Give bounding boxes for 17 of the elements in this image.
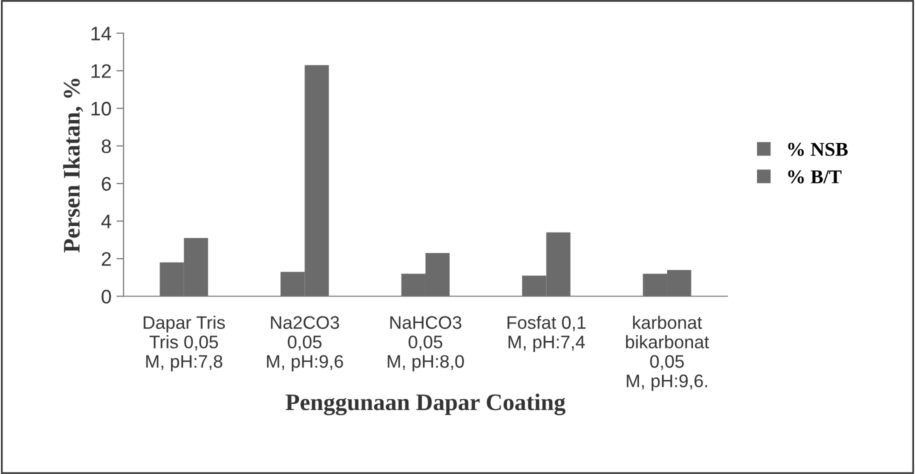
legend-label: % B/T [788, 170, 842, 184]
x-tick-label: NaHCO3 0,05 M, pH:8,0 [388, 316, 464, 372]
legend-label: % NSB [788, 142, 848, 156]
y-tick-label: 10 [92, 102, 111, 116]
y-tick-label: 6 [102, 176, 111, 191]
y-tick-label: 8 [102, 139, 111, 154]
x-tick-label: Na2CO3 0,05 M, pH:9,6 [267, 316, 344, 372]
y-tick-label: 14 [92, 26, 112, 40]
y-tick-label: 12 [92, 64, 111, 78]
x-tick-label: Fosfat 0,1 M, pH:7,4 [508, 316, 586, 352]
y-tick-label: 2 [102, 252, 111, 266]
x-axis-title: Penggunaan Dapar Coating [286, 394, 566, 416]
x-tick-label: Dapar Tris Tris 0,05 M, pH:7,8 [144, 316, 225, 372]
y-axis-title: Persen Ikatan, % [63, 78, 84, 253]
x-tick-label: karbonat bikarbonat 0,05 M, pH:9,6. [626, 316, 710, 391]
y-tick-label: 4 [101, 214, 112, 228]
y-tick-label: 0 [102, 290, 111, 304]
